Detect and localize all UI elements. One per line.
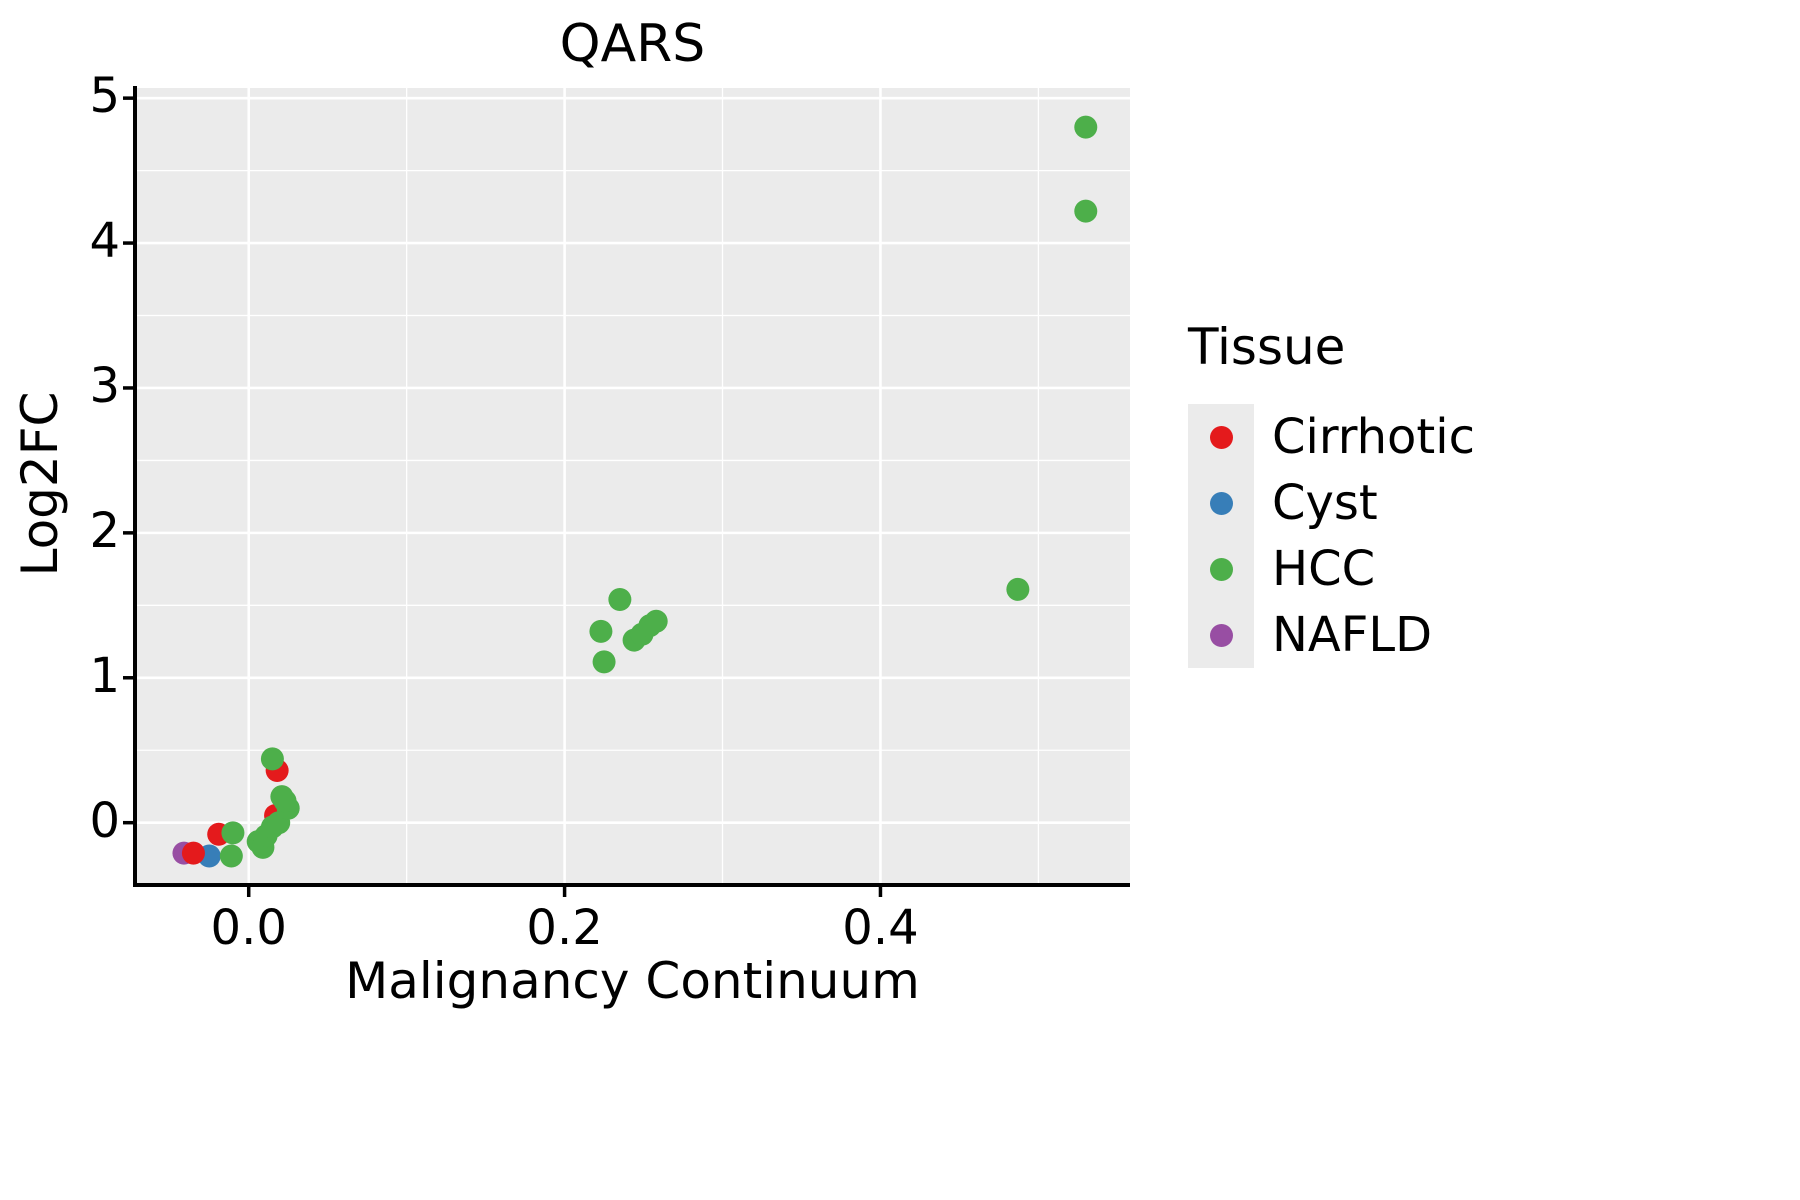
data-point-hcc bbox=[221, 821, 245, 845]
legend-entry-nafld: NAFLD bbox=[1188, 602, 1475, 668]
data-point-hcc bbox=[1006, 577, 1030, 601]
legend-label: Cyst bbox=[1272, 475, 1378, 531]
data-point-cirrhotic bbox=[181, 841, 205, 865]
y-tick-label: 5 bbox=[89, 68, 120, 125]
y-tick-label: 1 bbox=[89, 647, 120, 704]
x-tick-label: 0.2 bbox=[526, 900, 603, 956]
plot-panel bbox=[135, 88, 1130, 885]
legend-dot-icon bbox=[1209, 557, 1233, 581]
x-tick-label: 0.4 bbox=[842, 900, 919, 956]
data-point-hcc bbox=[219, 844, 243, 868]
legend-dot-icon bbox=[1209, 623, 1233, 647]
legend-key bbox=[1188, 602, 1254, 668]
legend-label: Cirrhotic bbox=[1272, 409, 1475, 465]
chart-title: QARS bbox=[559, 14, 706, 74]
data-point-hcc bbox=[1074, 115, 1098, 139]
legend-entry-cyst: Cyst bbox=[1188, 470, 1475, 536]
legend-key bbox=[1188, 404, 1254, 470]
data-point-hcc bbox=[608, 588, 632, 612]
legend-key bbox=[1188, 470, 1254, 536]
legend-title: Tissue bbox=[1188, 318, 1346, 376]
legend-entries: Cirrhotic Cyst HCC NAFLD bbox=[1188, 404, 1475, 668]
legend-entry-cirrhotic: Cirrhotic bbox=[1188, 404, 1475, 470]
legend-label: HCC bbox=[1272, 541, 1376, 597]
legend: Tissue Cirrhotic Cyst HCC NAFLD bbox=[1188, 318, 1475, 668]
data-point-hcc bbox=[260, 747, 284, 771]
y-tick-label: 2 bbox=[89, 502, 120, 559]
legend-dot-icon bbox=[1209, 425, 1233, 449]
legend-label: NAFLD bbox=[1272, 607, 1433, 663]
data-point-hcc bbox=[270, 785, 294, 809]
data-point-hcc bbox=[1074, 199, 1098, 223]
legend-entry-hcc: HCC bbox=[1188, 536, 1475, 602]
y-tick-label: 0 bbox=[89, 792, 120, 849]
x-axis-label: Malignancy Continuum bbox=[345, 952, 920, 1010]
legend-dot-icon bbox=[1209, 491, 1233, 515]
legend-key bbox=[1188, 536, 1254, 602]
data-point-hcc bbox=[644, 609, 668, 633]
data-point-hcc bbox=[592, 650, 616, 674]
y-axis-label: Log2FC bbox=[11, 391, 69, 577]
y-tick-label: 4 bbox=[89, 213, 120, 270]
x-tick-label: 0.0 bbox=[210, 900, 287, 956]
y-tick-label: 3 bbox=[89, 357, 120, 414]
data-point-hcc bbox=[589, 619, 613, 643]
